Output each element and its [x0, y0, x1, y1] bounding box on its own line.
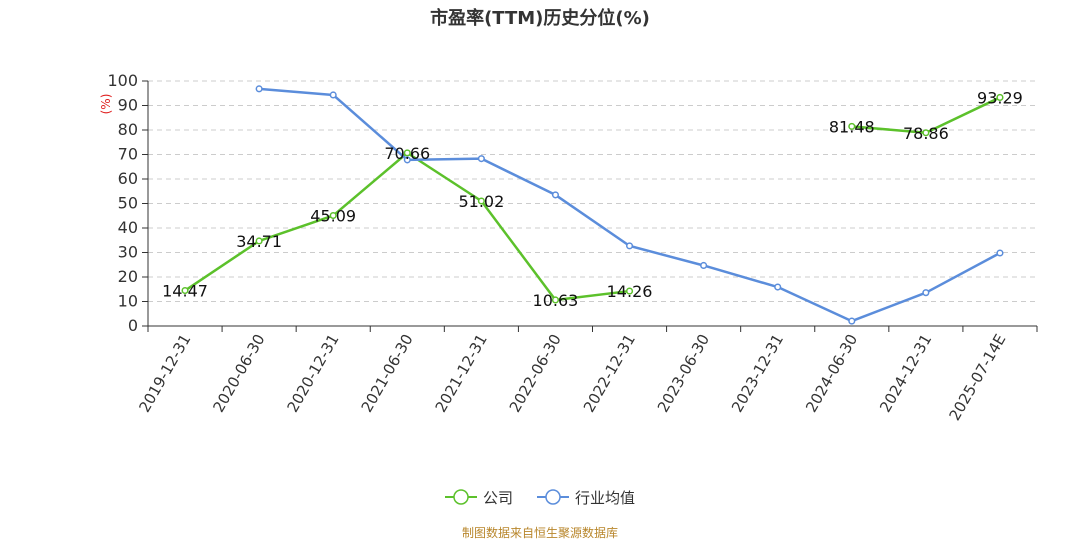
data-label: 70.66 — [384, 144, 430, 163]
data-label: 78.86 — [903, 124, 949, 143]
data-point-1[interactable] — [477, 155, 485, 163]
y-tick-label: 100 — [107, 71, 138, 90]
data-point-0[interactable] — [922, 129, 930, 137]
data-point-1[interactable] — [329, 91, 337, 99]
data-point-1[interactable] — [403, 156, 411, 164]
y-tick-label: 70 — [118, 145, 138, 164]
data-point-1[interactable] — [774, 283, 782, 291]
x-tick-label: 2019-12-31 — [135, 331, 194, 416]
data-point-1[interactable] — [700, 261, 708, 270]
x-tick-label: 2024-12-31 — [876, 331, 935, 416]
series-line-0 — [184, 151, 630, 302]
data-point-1[interactable] — [255, 85, 263, 93]
y-tick-label: 90 — [118, 96, 138, 115]
y-tick-label: 30 — [118, 243, 138, 262]
data-point-0[interactable] — [403, 149, 411, 157]
data-label: 14.26 — [607, 282, 653, 301]
x-tick-label: 2025-07-14E — [946, 331, 1010, 424]
legend-marker — [453, 489, 469, 505]
data-label: 14.47 — [162, 282, 208, 301]
y-tick-label: 80 — [118, 120, 138, 139]
data-label: 51.02 — [458, 192, 504, 211]
data-point-1[interactable] — [551, 191, 560, 199]
data-point-1[interactable] — [922, 289, 930, 297]
data-label: 93.29 — [977, 88, 1023, 107]
data-point-0[interactable] — [255, 237, 263, 245]
series-layer — [181, 85, 1004, 325]
data-point-1[interactable] — [996, 249, 1004, 257]
legend-label: 公司 — [483, 489, 513, 507]
chart-title: 市盈率(TTM)历史分位(%) — [430, 7, 650, 29]
data-point-0[interactable] — [848, 122, 856, 130]
legend-label: 行业均值 — [575, 489, 635, 507]
y-tick-label: 0 — [128, 316, 138, 335]
data-point-0[interactable] — [477, 197, 485, 205]
data-point-1[interactable] — [848, 317, 856, 325]
x-tick-label: 2023-06-30 — [654, 331, 713, 416]
data-labels: 14.47 34.71 45.09 70.66 51.02 10.63 14.26 81.48… — [162, 88, 1023, 310]
data-label: 10.63 — [533, 291, 579, 310]
x-tick-label: 2021-06-30 — [358, 331, 417, 416]
y-tick-label: 20 — [118, 267, 138, 286]
data-point-0[interactable] — [181, 286, 189, 295]
x-tick-label: 2020-06-30 — [209, 331, 268, 416]
data-point-0[interactable] — [625, 287, 634, 295]
legend-marker — [545, 489, 561, 505]
grid-lines — [148, 80, 1037, 302]
source-note: 制图数据来自恒生聚源数据库 — [462, 525, 618, 540]
data-point-0[interactable] — [329, 211, 337, 220]
y-tick-label: 10 — [118, 292, 138, 311]
y-tick-label: 50 — [118, 194, 138, 213]
data-label: 81.48 — [829, 117, 875, 136]
x-tick-label: 2022-06-30 — [506, 331, 565, 416]
data-label: 34.71 — [236, 232, 282, 251]
x-tick-label: 2024-06-30 — [802, 331, 861, 416]
data-point-0[interactable] — [996, 93, 1004, 101]
y-tick-label: 40 — [118, 218, 138, 237]
x-tick-label: 2021-12-31 — [432, 331, 491, 416]
y-tick-label: 60 — [118, 169, 138, 188]
x-tick-label: 2022-12-31 — [580, 331, 639, 416]
x-tick-label: 2020-12-31 — [283, 331, 342, 416]
legend[interactable]: 公司 行业均值 — [445, 489, 635, 507]
y-axis-unit: (%) — [99, 94, 113, 115]
legend-item-0[interactable]: 公司 — [445, 489, 513, 507]
x-tick-label: 2023-12-31 — [728, 331, 787, 416]
data-point-1[interactable] — [625, 242, 634, 250]
data-point-0[interactable] — [551, 296, 560, 304]
legend-item-1[interactable]: 行业均值 — [537, 489, 635, 507]
data-label: 45.09 — [310, 207, 356, 226]
